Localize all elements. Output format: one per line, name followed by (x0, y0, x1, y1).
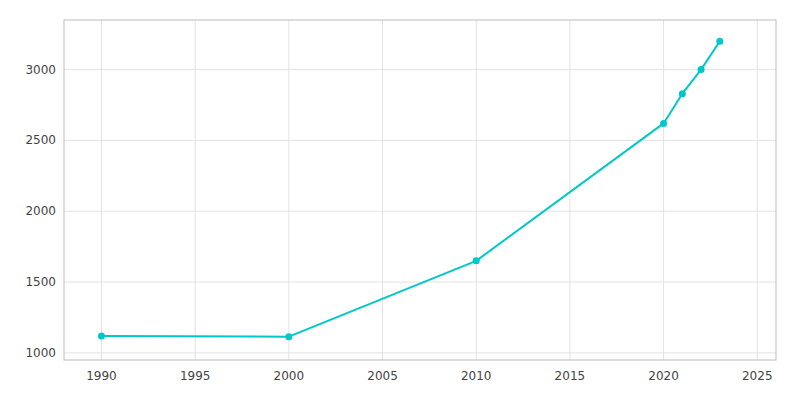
x-grid-line (101, 20, 102, 360)
x-tick-label: 1990 (86, 369, 117, 383)
x-tick-label: 2005 (367, 369, 398, 383)
x-grid-line (476, 20, 477, 360)
x-grid-line (569, 20, 570, 360)
x-grid-line (663, 20, 664, 360)
y-tick-label: 3000 (25, 63, 56, 77)
tick-labels: 1990 1995 2000 2005 2010 2015 2020 2025 1000 1500… (25, 63, 772, 383)
chart-container: 1990 1995 2000 2005 2010 2015 2020 2025 1000 1500… (0, 0, 800, 400)
x-tick-label: 2015 (555, 369, 586, 383)
point (285, 333, 292, 340)
point (679, 90, 686, 97)
data-layer (98, 38, 723, 340)
point (98, 332, 105, 339)
point (660, 120, 667, 127)
point (473, 257, 480, 264)
x-tick-label: 2020 (648, 369, 679, 383)
y-grid-line (64, 211, 776, 212)
x-tick-label: 2000 (274, 369, 305, 383)
point (698, 66, 705, 73)
y-tick-label: 1000 (25, 346, 56, 360)
point (716, 38, 723, 45)
y-grid-line (64, 282, 776, 283)
x-grid-line (195, 20, 196, 360)
y-grid-line (64, 69, 776, 70)
plot-frame (64, 20, 776, 360)
x-tick-label: 2010 (461, 369, 492, 383)
x-tick-label: 1995 (180, 369, 211, 383)
x-grid-line (382, 20, 383, 360)
grid (64, 20, 776, 360)
x-grid-line (757, 20, 758, 360)
x-tick-label: 2025 (742, 369, 773, 383)
line (101, 41, 719, 336)
y-tick-label: 2000 (25, 204, 56, 218)
y-tick-label: 2500 (25, 133, 56, 147)
y-grid-line (64, 140, 776, 141)
chart-svg: 1990 1995 2000 2005 2010 2015 2020 2025 1000 1500… (0, 0, 800, 400)
y-grid-line (64, 352, 776, 353)
y-tick-label: 1500 (25, 275, 56, 289)
x-grid-line (288, 20, 289, 360)
